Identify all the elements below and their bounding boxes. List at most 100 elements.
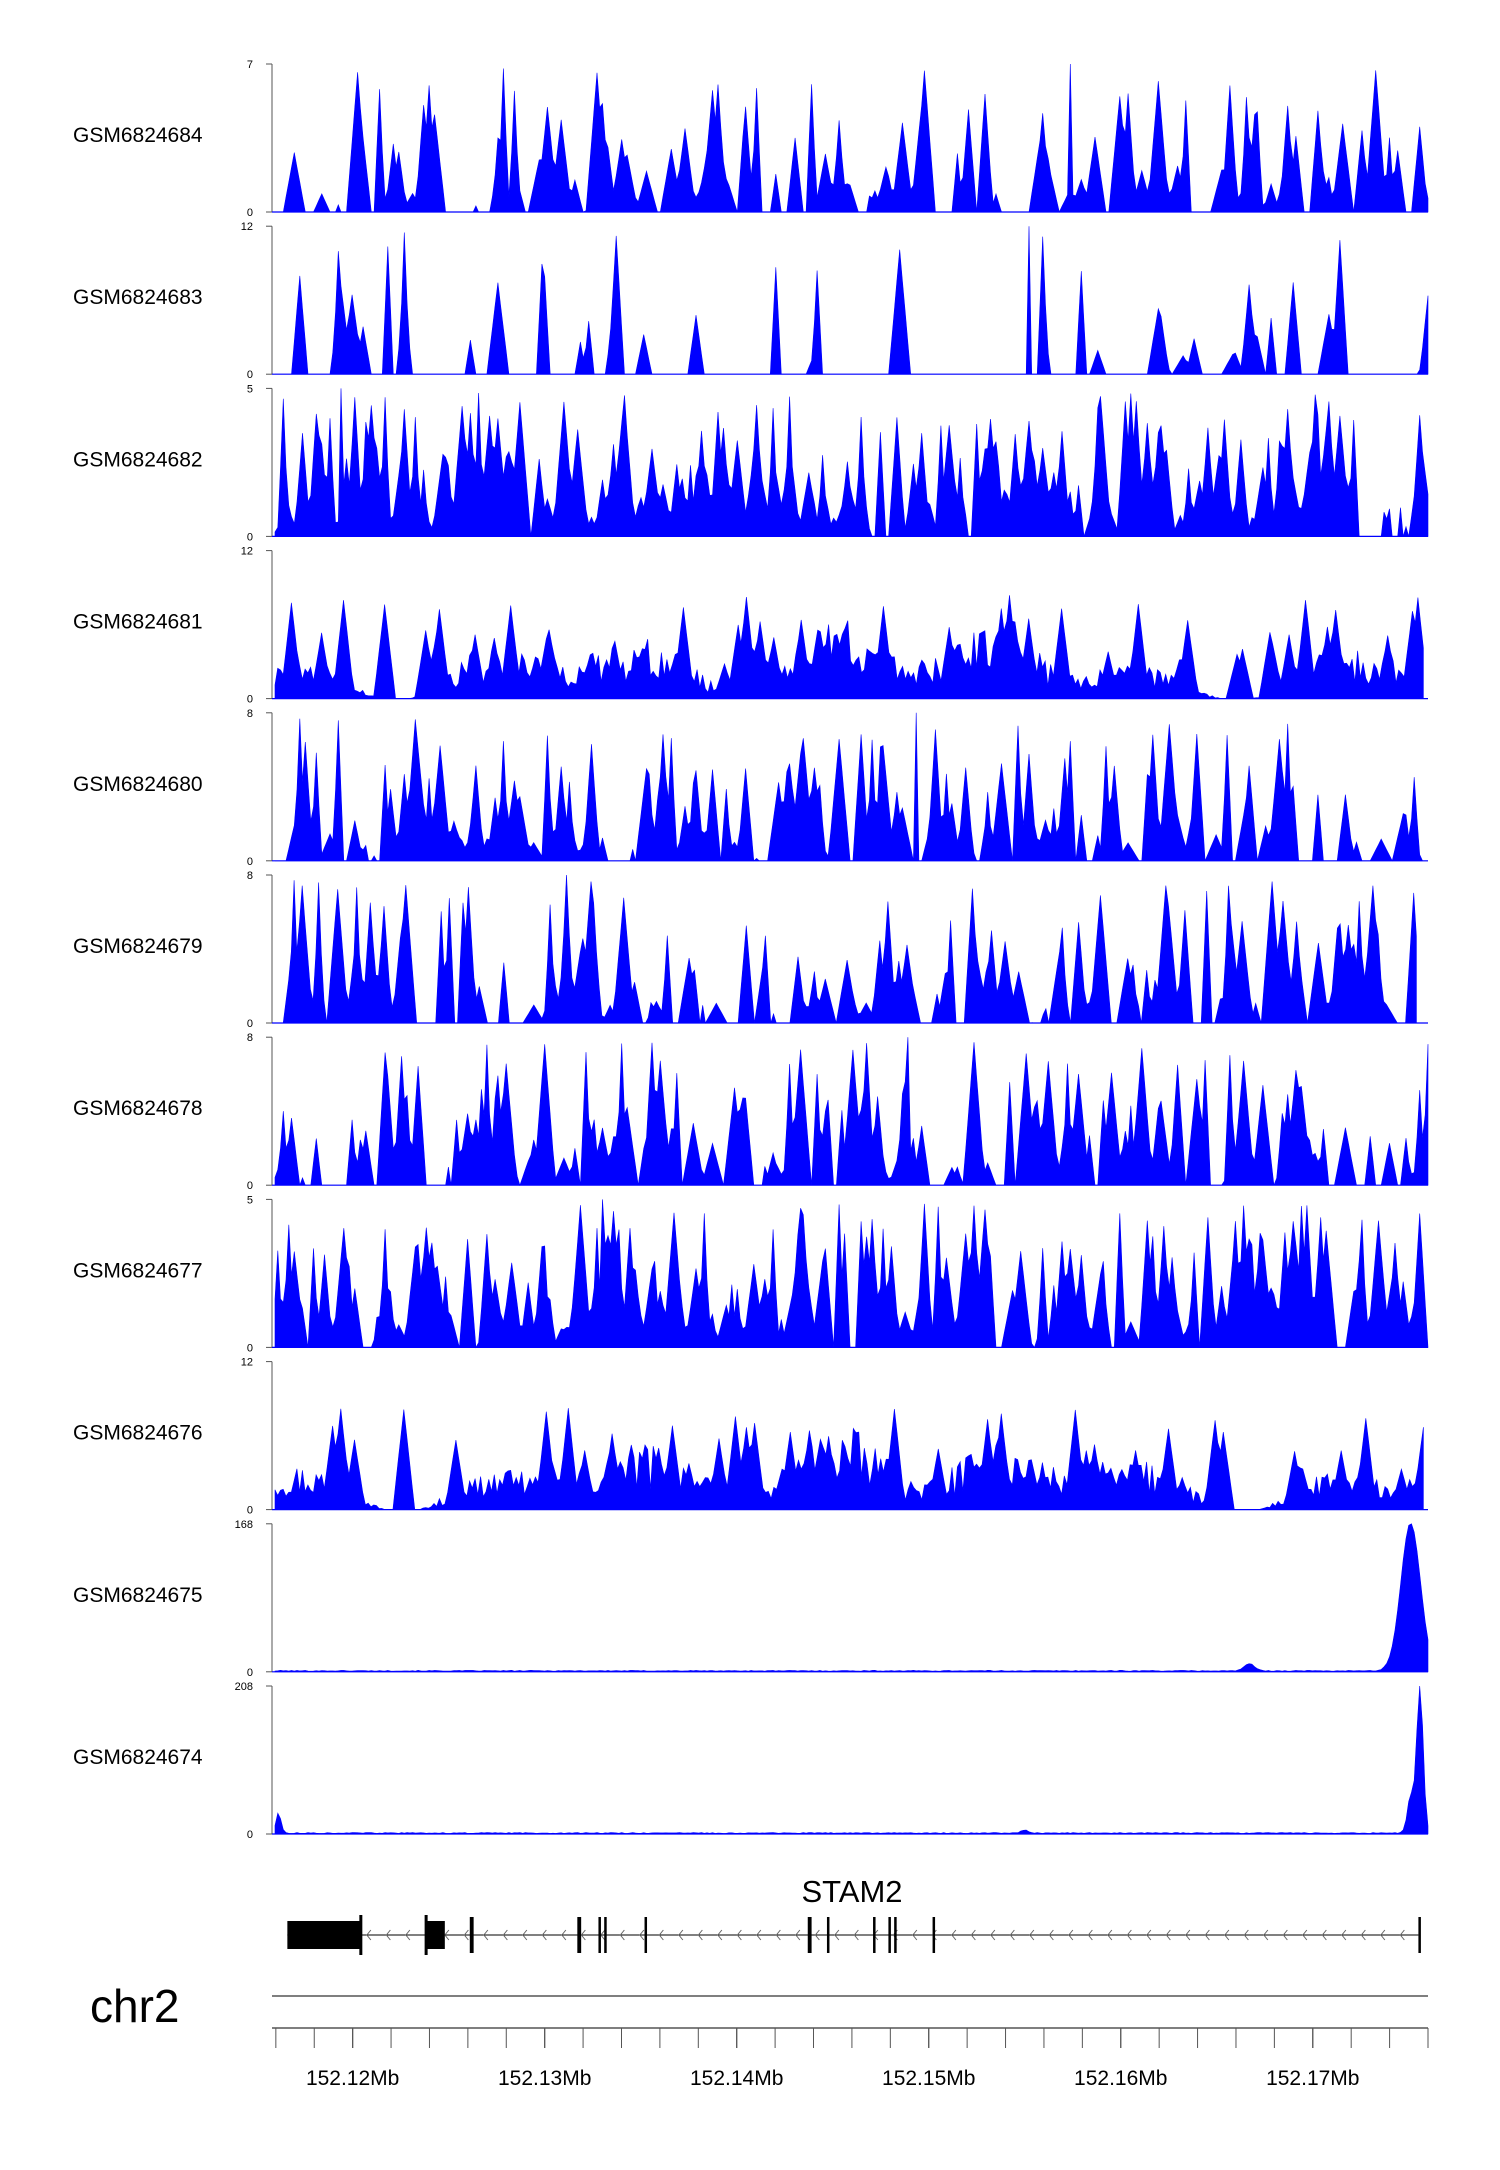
strand-arrow	[1009, 1929, 1015, 1941]
y-tick-label-max: 7	[247, 59, 253, 71]
exon	[932, 1917, 936, 1953]
exon	[644, 1917, 648, 1953]
track-label: GSM6824684	[73, 124, 203, 147]
track-GSM6824681: GSM6824681 12 0	[73, 546, 1428, 706]
chromosome-track: chr2	[90, 1980, 1428, 2032]
strand-arrow	[756, 1929, 762, 1941]
strand-arrow	[483, 1929, 489, 1941]
exon	[826, 1917, 830, 1953]
x-tick-label: 152.12Mb	[306, 2067, 399, 2090]
signal-area	[274, 595, 1424, 699]
strand-arrow	[405, 1929, 411, 1941]
strand-arrow	[1029, 1929, 1035, 1941]
strand-arrow	[561, 1929, 567, 1941]
exon	[873, 1917, 876, 1953]
x-tick-label: 152.13Mb	[498, 2067, 591, 2090]
strand-arrow	[385, 1929, 391, 1941]
y-tick-label-zero: 0	[247, 1667, 253, 1679]
track-GSM6824678: GSM6824678 8 0	[73, 1032, 1429, 1192]
x-tick-label: 152.15Mb	[882, 2067, 975, 2090]
strand-arrow	[814, 1929, 820, 1941]
strand-arrow	[678, 1929, 684, 1941]
signal-area	[274, 1199, 1429, 1349]
gene-model	[287, 1915, 1421, 1955]
y-tick-label-max: 12	[241, 221, 253, 233]
x-axis: 152.12Mb 152.13Mb 152.14Mb 152.15Mb 152.16Mb…	[272, 2027, 1429, 2090]
strand-arrow	[970, 1929, 976, 1941]
y-tick-label-zero: 0	[247, 1018, 253, 1030]
exon-boundary	[359, 1915, 363, 1955]
exon	[469, 1917, 474, 1953]
strand-arrow	[366, 1929, 372, 1941]
y-tick-label-zero: 0	[247, 856, 253, 868]
strand-arrow	[795, 1929, 801, 1941]
strand-arrow	[1087, 1929, 1093, 1941]
track-GSM6824683: GSM6824683 12 0	[73, 221, 1429, 381]
strand-arrow	[912, 1929, 918, 1941]
y-tick-label-zero: 0	[247, 531, 253, 543]
y-tick-label-zero: 0	[247, 1342, 253, 1354]
track-label: GSM6824676	[73, 1422, 203, 1445]
track-label: GSM6824678	[73, 1097, 203, 1120]
x-tick-label: 152.17Mb	[1266, 2067, 1359, 2090]
exon	[888, 1917, 891, 1953]
y-tick-label-zero: 0	[247, 369, 253, 381]
exon	[287, 1921, 361, 1949]
strand-arrow	[1068, 1929, 1074, 1941]
signal-area	[274, 1408, 1424, 1510]
exon-boundary	[424, 1915, 428, 1955]
strand-arrow	[1360, 1929, 1366, 1941]
strand-arrow	[1048, 1929, 1054, 1941]
signal-area	[274, 388, 1429, 537]
track-label: GSM6824677	[73, 1259, 203, 1282]
signal-tracks: GSM682468470GSM6824683120GSM682468250GSM…	[73, 59, 1429, 1841]
track-GSM6824679: GSM6824679 8 0	[73, 870, 1428, 1030]
strand-arrow	[1399, 1929, 1405, 1941]
strand-arrow	[853, 1929, 859, 1941]
strand-arrow	[502, 1929, 508, 1941]
strand-arrow	[522, 1929, 528, 1941]
strand-arrow	[1321, 1929, 1327, 1941]
y-tick-label-zero: 0	[247, 694, 253, 706]
strand-arrow	[580, 1929, 586, 1941]
strand-arrow	[1126, 1929, 1132, 1941]
track-label: GSM6824681	[73, 611, 203, 634]
strand-arrow	[1341, 1929, 1347, 1941]
y-tick-label-max: 5	[247, 1194, 253, 1206]
strand-arrow	[1224, 1929, 1230, 1941]
chromosome-label: chr2	[90, 1980, 179, 2032]
y-tick-label-zero: 0	[247, 207, 253, 219]
y-tick-label-max: 12	[241, 1357, 253, 1369]
strand-arrow	[736, 1929, 742, 1941]
exon	[577, 1917, 582, 1953]
track-GSM6824677: GSM6824677 5 0	[73, 1194, 1429, 1354]
y-tick-label-zero: 0	[247, 1829, 253, 1841]
strand-arrow	[658, 1929, 664, 1941]
track-GSM6824682: GSM6824682 5 0	[73, 383, 1429, 543]
strand-arrow	[990, 1929, 996, 1941]
x-tick-label: 152.16Mb	[1074, 2067, 1167, 2090]
y-tick-label-max: 8	[247, 870, 253, 882]
y-tick-label-max: 168	[235, 1519, 253, 1531]
strand-arrow	[1243, 1929, 1249, 1941]
track-label: GSM6824680	[73, 773, 203, 796]
gene-track: STAM2	[287, 1874, 1421, 1955]
y-tick-label-max: 8	[247, 1032, 253, 1044]
strand-arrow	[1107, 1929, 1113, 1941]
strand-arrow	[541, 1929, 547, 1941]
strand-arrow	[1146, 1929, 1152, 1941]
strand-arrow	[1204, 1929, 1210, 1941]
exon	[604, 1917, 607, 1953]
strand-arrow	[1263, 1929, 1269, 1941]
exon	[807, 1917, 812, 1953]
strand-arrow	[463, 1929, 469, 1941]
y-tick-label-max: 208	[235, 1681, 253, 1693]
y-tick-label-max: 8	[247, 708, 253, 720]
signal-area	[274, 1523, 1429, 1673]
track-label: GSM6824674	[73, 1746, 203, 1769]
y-tick-label-max: 12	[241, 546, 253, 558]
strand-arrow	[775, 1929, 781, 1941]
exon	[894, 1917, 897, 1953]
exon	[425, 1921, 445, 1949]
